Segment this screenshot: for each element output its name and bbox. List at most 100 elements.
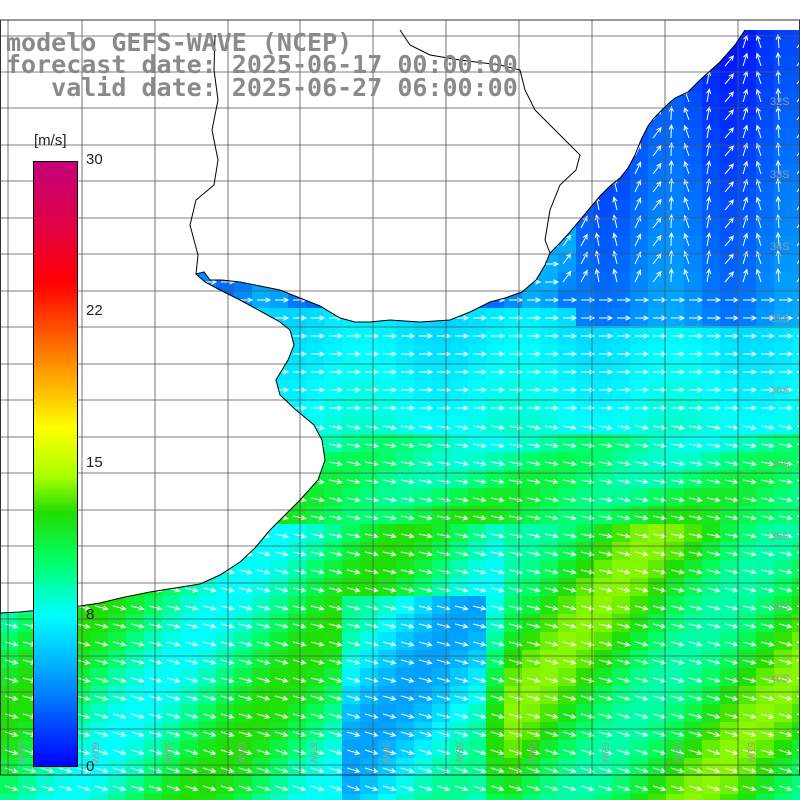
wind-cell [324, 362, 343, 381]
wind-arrow [310, 623, 325, 629]
wind-cell [324, 668, 343, 687]
wind-cell [702, 344, 721, 363]
wind-arrow [454, 479, 469, 485]
wind-arrow [256, 515, 271, 521]
wind-cell [360, 146, 379, 165]
wind-cell [216, 686, 235, 705]
wind-cell [792, 758, 800, 777]
wind-arrow [221, 117, 236, 123]
wind-arrow [599, 387, 614, 393]
wind-arrow [149, 117, 164, 123]
wind-cell [306, 200, 325, 219]
wind-cell [666, 236, 685, 255]
wind-arrow [779, 333, 794, 339]
wind-cell [720, 650, 739, 669]
wind-cell [414, 722, 433, 741]
wind-cell [378, 416, 397, 435]
wind-cell [738, 776, 757, 795]
wind-cell [270, 506, 289, 525]
wind-cell [630, 416, 649, 435]
wind-arrow [400, 641, 415, 647]
wind-arrow [401, 405, 416, 411]
wind-cell [504, 524, 523, 543]
wind-cell [198, 596, 217, 615]
wind-cell [126, 668, 145, 687]
wind-arrow [293, 171, 308, 177]
wind-arrow [166, 443, 181, 449]
wind-arrow [166, 515, 181, 521]
wind-cell [666, 110, 685, 129]
wind-arrow [705, 232, 712, 247]
wind-arrow [689, 387, 704, 393]
wind-cell [414, 272, 433, 291]
wind-arrow [491, 135, 506, 141]
wind-cell [612, 722, 631, 741]
wind-cell [666, 416, 685, 435]
wind-cell [324, 704, 343, 723]
wind-cell [396, 146, 415, 165]
wind-cell [180, 686, 199, 705]
wind-arrow [545, 207, 560, 213]
wind-cell [432, 218, 451, 237]
wind-arrow [203, 261, 218, 267]
wind-arrow [94, 749, 109, 756]
wind-cell [432, 182, 451, 201]
wind-cell [612, 362, 631, 381]
wind-arrow [652, 641, 667, 647]
wind-cell [288, 380, 307, 399]
wind-cell [342, 308, 361, 327]
wind-arrow [526, 677, 541, 683]
wind-arrow [328, 424, 343, 431]
wind-cell [270, 326, 289, 345]
wind-cell [756, 110, 775, 129]
wind-cell [90, 128, 109, 147]
wind-cell [270, 110, 289, 129]
wind-arrow [473, 243, 488, 249]
wind-cell [90, 398, 109, 417]
wind-cell [738, 542, 757, 561]
wind-arrow [760, 569, 775, 575]
wind-arrow [436, 569, 451, 575]
wind-cell [360, 344, 379, 363]
wind-cell [450, 146, 469, 165]
wind-arrow [328, 641, 343, 647]
wind-arrow [544, 479, 559, 485]
wind-arrow [706, 551, 721, 557]
wind-cell [468, 722, 487, 741]
wind-arrow [256, 443, 271, 449]
wind-cell [324, 164, 343, 183]
wind-cell [324, 398, 343, 417]
wind-arrow [131, 387, 146, 393]
wind-arrow [743, 333, 758, 339]
wind-cell [792, 56, 800, 75]
wind-cell [540, 146, 559, 165]
wind-cell [702, 668, 721, 687]
wind-cell [558, 578, 577, 597]
wind-cell [396, 740, 415, 759]
wind-cell [558, 668, 577, 687]
wind-cell [90, 380, 109, 399]
wind-arrow [221, 351, 236, 357]
wind-arrow [131, 261, 146, 267]
wind-arrow [94, 569, 109, 575]
wind-arrow [527, 189, 542, 195]
wind-arrow [94, 515, 109, 521]
wind-arrow [292, 767, 307, 774]
wind-cell [504, 596, 523, 615]
wind-arrow [400, 605, 415, 611]
wind-arrow [329, 333, 344, 339]
wind-cell [792, 308, 800, 327]
wind-cell [468, 740, 487, 759]
wind-arrow [562, 54, 572, 67]
wind-arrow [419, 153, 434, 159]
wind-arrow [491, 225, 506, 231]
colorbar [33, 161, 78, 767]
wind-arrow [724, 235, 735, 247]
wind-arrow [599, 333, 614, 339]
wind-arrow [221, 189, 236, 195]
wind-arrow [689, 315, 704, 321]
wind-cell [432, 506, 451, 525]
wind-cell [216, 704, 235, 723]
longitude-label: 59W [162, 742, 173, 763]
wind-arrow [527, 351, 542, 357]
